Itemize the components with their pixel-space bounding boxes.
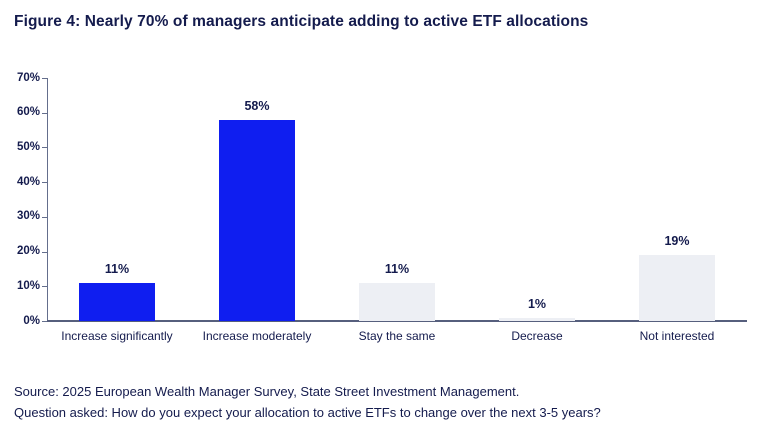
y-axis-tick [42, 286, 47, 288]
x-axis-category-label: Decrease [511, 329, 563, 343]
bar-1 [79, 282, 155, 321]
y-axis-tick-label: 60% [16, 106, 40, 119]
bar-value-label: 19% [664, 234, 690, 249]
y-axis-tick-label: 0% [23, 314, 40, 327]
y-axis-tick [42, 216, 47, 218]
y-axis-tick-label: 30% [16, 210, 40, 223]
y-axis-tick [42, 78, 47, 79]
x-axis-category-label: Stay the same [358, 329, 436, 343]
x-axis-category-label: Increase significantly [61, 329, 173, 343]
x-axis-category-label: Increase moderately [202, 329, 312, 343]
y-axis-tick [42, 112, 47, 114]
x-axis-category-label: Not interested [639, 329, 715, 343]
source-note: Source: 2025 European Wealth Manager Sur… [14, 384, 520, 399]
y-axis-tick-label: 70% [16, 71, 40, 84]
y-axis-tick-label: 10% [16, 279, 40, 292]
chart-footer: Source: 2025 European Wealth Manager Sur… [14, 381, 601, 423]
bar-value-label: 11% [104, 261, 130, 276]
y-axis-tick [42, 182, 47, 184]
y-axis-tick-label: 20% [16, 245, 40, 258]
bar-value-label: 1% [527, 296, 547, 311]
bar-3 [359, 282, 435, 321]
question-note: Question asked: How do you expect your a… [14, 405, 601, 420]
bar-4 [499, 317, 575, 321]
x-axis-line [47, 320, 747, 322]
bar-5 [639, 255, 715, 321]
chart-title: Figure 4: Nearly 70% of managers anticip… [14, 13, 589, 30]
y-axis-tick-label: 40% [16, 175, 40, 188]
y-axis-tick [42, 251, 47, 253]
bar-2 [219, 119, 295, 321]
y-axis-line [47, 78, 48, 321]
bar-value-label: 58% [244, 98, 270, 113]
y-axis-tick [42, 147, 47, 149]
y-axis-tick [42, 321, 47, 322]
bar-value-label: 11% [384, 261, 410, 276]
y-axis-tick-label: 50% [16, 140, 40, 153]
